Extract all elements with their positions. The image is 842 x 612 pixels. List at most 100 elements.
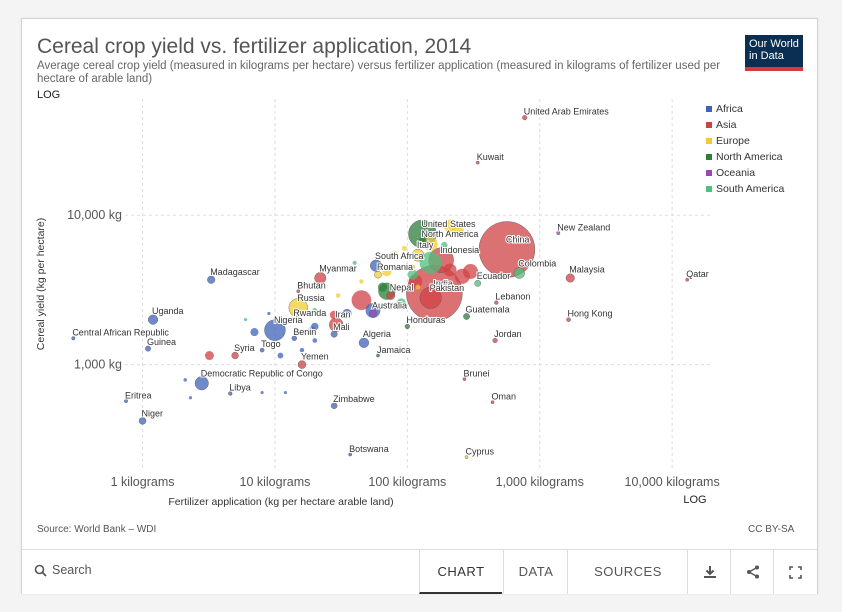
data-point: [299, 347, 305, 353]
data-point: [194, 376, 209, 391]
share-button[interactable]: [730, 550, 774, 594]
data-point: [259, 347, 265, 353]
tab-data[interactable]: DATA: [503, 550, 568, 594]
data-point: [494, 300, 499, 305]
search-control[interactable]: Search: [34, 563, 92, 577]
license-note[interactable]: CC BY-SA: [748, 524, 795, 535]
point-label: Algeria: [363, 329, 391, 339]
tab-sources[interactable]: SOURCES: [567, 550, 688, 594]
data-point: [463, 313, 470, 320]
data-point: [352, 260, 357, 265]
x-tick-label: 10 kilograms: [240, 475, 311, 489]
legend-label: Oceania: [716, 167, 755, 179]
point-label: United States: [421, 219, 476, 229]
point-label: New Zealand: [557, 222, 610, 232]
data-point: [443, 263, 457, 277]
data-point: [264, 319, 286, 341]
data-point: [311, 322, 319, 331]
point-label: Rwanda: [293, 308, 326, 318]
data-point: [204, 351, 214, 361]
tab-chart[interactable]: CHART: [419, 550, 502, 594]
data-point: [231, 351, 239, 360]
legend-label: Asia: [716, 119, 737, 131]
data-point: [329, 310, 339, 320]
point-label: China: [506, 234, 530, 244]
axes: 1 kilograms 10 kilograms 100 kilograms 1,00…: [35, 208, 720, 508]
point-label: Malaysia: [569, 265, 605, 275]
x-tick-label: 100 kilograms: [368, 475, 446, 489]
point-label: Romania: [377, 262, 413, 272]
source-note[interactable]: Source: World Bank – WDI: [37, 524, 157, 535]
point-label: Syria: [234, 343, 255, 353]
data-point: [463, 264, 478, 279]
point-label: Iran: [335, 310, 351, 320]
data-points: [71, 115, 690, 459]
download-button[interactable]: [687, 550, 731, 594]
chart-title: Cereal crop yield vs. fertilizer applica…: [37, 35, 472, 58]
data-point: [464, 455, 469, 459]
point-label: Lebanon: [495, 292, 530, 302]
point-label: Indonesia: [440, 245, 479, 255]
data-point: [314, 272, 327, 284]
point-label: Libya: [229, 383, 251, 393]
x-tick-label: 1 kilograms: [111, 475, 175, 489]
legend-swatch: [706, 138, 712, 144]
data-point: [374, 270, 382, 279]
point-label: Central African Republic: [72, 328, 169, 338]
data-point: [685, 277, 690, 282]
legend-label: Europe: [716, 135, 750, 147]
point-label: Oman: [492, 392, 517, 402]
data-point: [291, 335, 297, 341]
point-label: Eritrea: [125, 390, 152, 400]
legend-label: Africa: [716, 103, 743, 115]
point-label: Jamaica: [377, 345, 411, 355]
y-tick-label: 1,000 kg: [74, 358, 122, 372]
y-axis-label: Cereal yield (kg per hectare): [35, 218, 47, 350]
data-point: [410, 264, 416, 270]
data-point: [330, 330, 338, 338]
data-point: [391, 250, 398, 258]
data-point: [243, 318, 248, 322]
data-point: [492, 337, 498, 344]
data-point: [475, 160, 480, 165]
legend-label: North America: [716, 151, 783, 163]
fullscreen-button[interactable]: [773, 550, 817, 594]
data-point: [490, 400, 495, 405]
data-point: [359, 279, 364, 284]
point-label: India: [433, 278, 453, 288]
point-label: Russia: [297, 293, 325, 303]
data-point: [342, 308, 352, 319]
point-label: Myanmar: [319, 263, 357, 273]
point-label: Niger: [142, 408, 164, 418]
data-point: [411, 248, 425, 262]
data-point: [474, 280, 482, 287]
data-point: [260, 390, 264, 395]
legend-swatch: [706, 122, 712, 128]
data-point: [404, 323, 410, 330]
data-point: [566, 317, 571, 322]
x-tick-label: 10,000 kilograms: [625, 475, 720, 489]
data-point: [358, 337, 370, 348]
share-icon: [746, 565, 759, 579]
download-icon: [703, 566, 716, 578]
point-label: Benin: [293, 327, 316, 337]
owid-logo[interactable]: Our World in Data: [745, 35, 803, 71]
x-tick-label: 1,000 kilograms: [496, 475, 584, 489]
point-label: North America: [421, 229, 478, 239]
data-point: [415, 284, 421, 290]
data-point: [419, 251, 442, 274]
y-scale-label[interactable]: LOG: [37, 89, 61, 101]
data-point: [124, 399, 128, 404]
point-label: Botswana: [349, 444, 389, 454]
data-point: [386, 291, 396, 300]
data-point: [377, 282, 388, 292]
legend: Africa Asia Europe North America Oceania Sout…: [706, 103, 784, 195]
point-label: Colombia: [518, 259, 556, 269]
search-icon: [34, 564, 47, 577]
point-label: Togo: [261, 339, 281, 349]
point-label: Guinea: [147, 337, 176, 347]
data-point: [556, 231, 561, 235]
point-label: Kuwait: [477, 152, 505, 162]
data-point: [145, 345, 151, 352]
